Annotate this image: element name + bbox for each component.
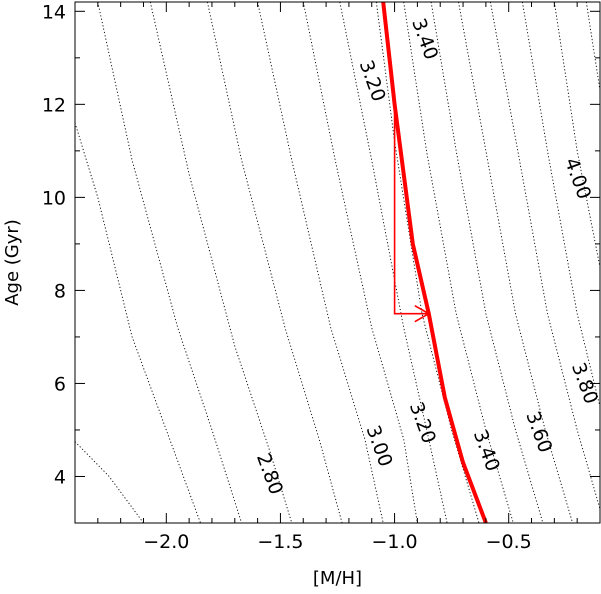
- contour-line-13: [489, 2, 600, 510]
- contour-label-4: 3.40: [469, 427, 504, 474]
- y-tick-label: 14: [42, 1, 66, 23]
- contour-labels: 2.803.00 3.203.40 3.603.804.003.203.40: [252, 15, 601, 497]
- plot-frame: [74, 1, 601, 524]
- contour-line-12: [458, 2, 574, 523]
- contour-label-3: 3.20: [405, 399, 440, 446]
- y-tick-label: 10: [42, 187, 66, 209]
- highlight-curve: [381, 2, 488, 523]
- x-tick-label: −1.5: [257, 531, 303, 553]
- y-tick-label: 4: [54, 466, 66, 488]
- y-axis-title: Age (Gyr): [2, 219, 23, 306]
- contour-line-3: [97, 2, 243, 523]
- contour-label-8: 3.20: [355, 57, 390, 104]
- contour-line-5: [206, 2, 343, 523]
- contour-line-1: [75, 441, 144, 523]
- y-tick-label: 8: [54, 280, 66, 302]
- contour-line-6: [257, 2, 384, 523]
- contour-line-15: [553, 2, 600, 268]
- highlight-curve-group: [381, 2, 488, 523]
- contour-label-2: 3.00: [361, 422, 396, 469]
- contour-line-14: [521, 2, 600, 407]
- x-tick-label: −0.5: [486, 531, 532, 553]
- contour-line-4: [149, 2, 293, 523]
- contour-line-16: [585, 2, 600, 91]
- x-axis-title: [M/H]: [313, 568, 362, 589]
- axis-ticks: −2.0 −1.5 −1.0 −0.5 4 6 8 10 12 14: [42, 1, 600, 553]
- contour-line-7: [302, 2, 418, 523]
- contour-lines: [75, 2, 600, 523]
- y-tick-label: 6: [54, 373, 66, 395]
- y-tick-label: 12: [42, 94, 66, 116]
- contour-label-1: 2.80: [252, 450, 287, 497]
- x-tick-label: −1.0: [371, 531, 417, 553]
- arrow-line: [393, 104, 429, 315]
- arrow-head: [414, 304, 431, 323]
- contour-label-9: 3.40: [407, 15, 442, 62]
- contour-line-2: [75, 122, 201, 523]
- x-tick-label: −2.0: [143, 531, 189, 553]
- contour-label-5: 3.60: [521, 408, 556, 455]
- contour-label-7: 4.00: [560, 155, 595, 202]
- contour-line-11: [430, 2, 544, 523]
